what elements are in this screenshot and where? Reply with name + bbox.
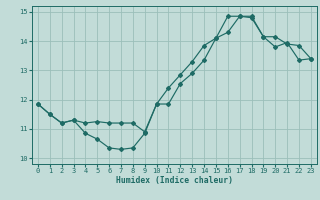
X-axis label: Humidex (Indice chaleur): Humidex (Indice chaleur) xyxy=(116,176,233,185)
